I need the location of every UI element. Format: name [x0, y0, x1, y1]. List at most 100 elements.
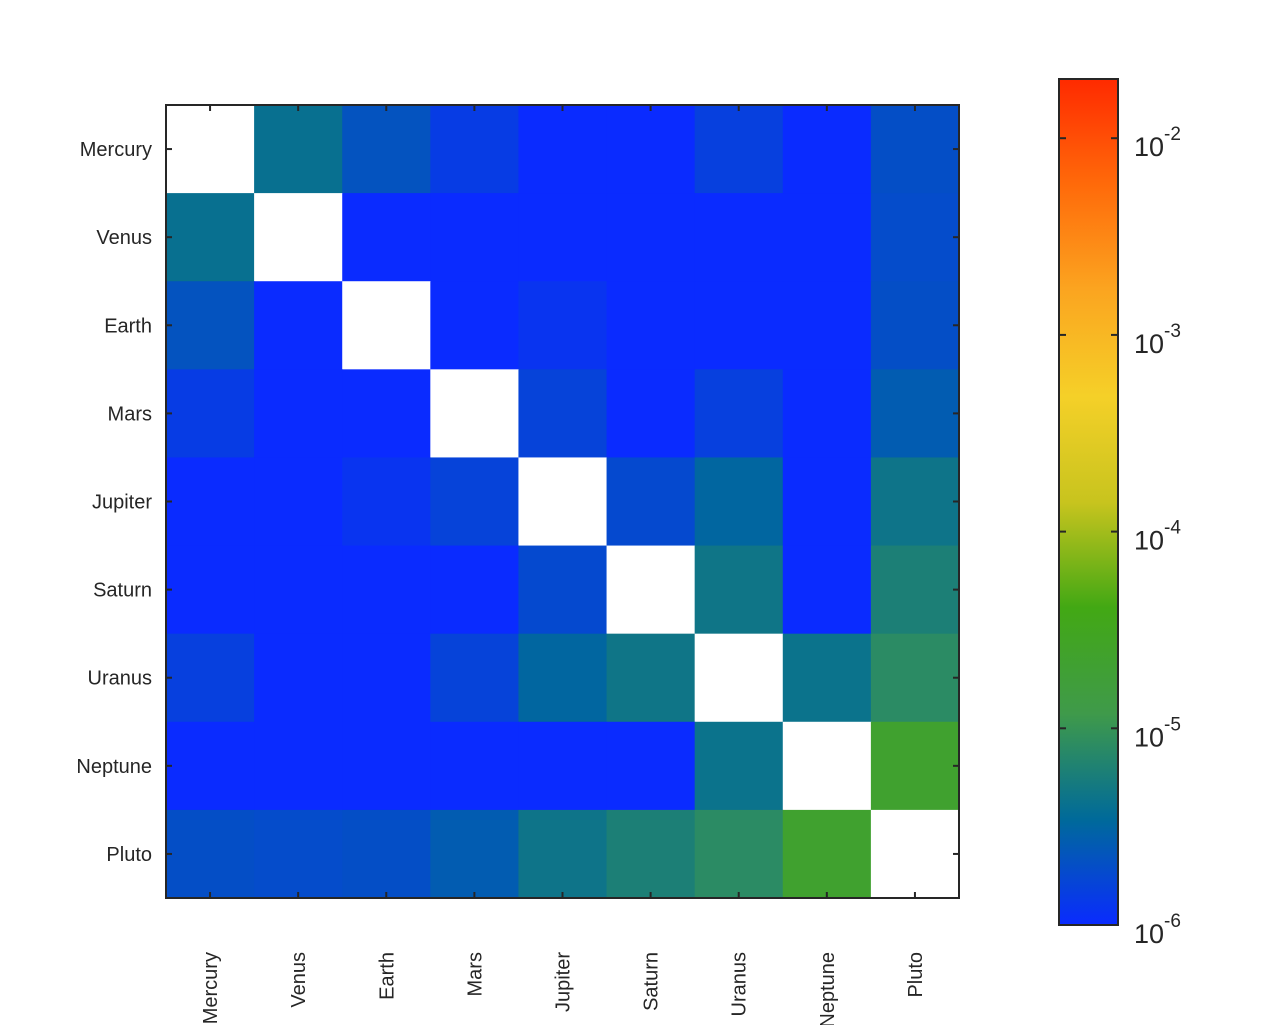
heatmap-cell [694, 369, 784, 459]
heatmap-cell [782, 369, 872, 459]
heatmap-cell [166, 721, 255, 811]
y-tick-label: Uranus [88, 668, 152, 690]
heatmap-cell [254, 281, 343, 370]
heatmap-cell [342, 369, 431, 459]
y-tick-labels: Mercury Venus Earth Mars Jupiter Saturn Uranus… [76, 139, 152, 866]
heatmap-cell [430, 809, 520, 899]
heatmap-cell [342, 809, 431, 899]
heatmap-cell [694, 105, 784, 194]
y-tick-label: Saturn [93, 580, 152, 602]
heatmap-cell [694, 193, 784, 282]
heatmap-cell [782, 809, 872, 899]
heatmap-cell [694, 281, 784, 370]
heatmap-cell [254, 457, 343, 547]
heatmap-cell [782, 281, 872, 370]
heatmap-cell [166, 633, 255, 723]
heatmap-cell [166, 281, 255, 370]
heatmap-cell [606, 369, 696, 459]
colorbar-tick-label: 10 -2 [1134, 124, 1181, 162]
heatmap-cell [518, 545, 608, 635]
x-tick-label: Earth [376, 952, 398, 1000]
heatmap-cell [430, 193, 520, 282]
heatmap-cells [166, 105, 960, 899]
heatmap-cell [166, 369, 255, 459]
heatmap-cell [870, 633, 960, 723]
heatmap-cell [694, 457, 784, 547]
heatmap-cell [518, 721, 608, 811]
y-tick-label: Neptune [76, 756, 152, 778]
heatmap-cell [254, 545, 343, 635]
x-tick-label: Pluto [905, 952, 927, 998]
heatmap-cell [782, 633, 872, 723]
heatmap-cell [606, 105, 696, 194]
heatmap-cell [518, 281, 608, 370]
heatmap-cell [782, 457, 872, 547]
heatmap-cell [518, 457, 608, 547]
y-tick-label: Venus [96, 227, 152, 249]
heatmap-cell [606, 721, 696, 811]
x-tick-label: Mercury [200, 952, 222, 1024]
heatmap-cell [694, 633, 784, 723]
heatmap-cell [342, 193, 431, 282]
heatmap-cell [518, 369, 608, 459]
heatmap-cell [606, 633, 696, 723]
y-tick-label: Jupiter [92, 492, 152, 514]
heatmap-cell [254, 369, 343, 459]
y-tick-label: Earth [104, 315, 152, 337]
heatmap-cell [870, 457, 960, 547]
heatmap-cell [518, 105, 608, 194]
heatmap-cell [782, 105, 872, 194]
heatmap-cell [694, 809, 784, 899]
svg-text:-4: -4 [1164, 518, 1181, 539]
svg-text:-2: -2 [1164, 124, 1181, 145]
svg-text:-5: -5 [1164, 714, 1181, 735]
heatmap-cell [254, 633, 343, 723]
x-tick-label: Venus [288, 952, 310, 1008]
heatmap-cell [166, 105, 255, 194]
heatmap-cell [166, 545, 255, 635]
heatmap-cell [870, 721, 960, 811]
heatmap-cell [782, 545, 872, 635]
heatmap-cell [254, 809, 343, 899]
colorbar-tick-label: 10 -5 [1134, 714, 1181, 752]
colorbar-ticks: 10-610-510-410-310-2 [1059, 124, 1181, 949]
y-tick-label: Mars [108, 403, 152, 425]
x-tick-label: Jupiter [553, 952, 575, 1012]
x-tick-label: Mars [464, 952, 486, 996]
heatmap-cell [606, 457, 696, 547]
axis-ticks [166, 105, 959, 898]
x-tick-label: Saturn [641, 952, 663, 1011]
heatmap-cell [166, 809, 255, 899]
colorbar-tick-label: 10 -4 [1134, 518, 1181, 556]
svg-text:10: 10 [1134, 919, 1164, 949]
heatmap-cell [782, 193, 872, 282]
heatmap-cell [518, 809, 608, 899]
heatmap-cell [430, 105, 520, 194]
heatmap-cell [430, 457, 520, 547]
svg-text:10: 10 [1134, 722, 1164, 752]
colorbar-gradient [1058, 78, 1119, 926]
heatmap-cell [430, 281, 520, 370]
heatmap-cell [518, 193, 608, 282]
heatmap-cell [606, 193, 696, 282]
heatmap-cell [254, 721, 343, 811]
heatmap-cell [870, 105, 960, 194]
heatmap-cell [694, 545, 784, 635]
heatmap-cell [518, 633, 608, 723]
heatmap-cell [342, 457, 431, 547]
heatmap-cell [166, 457, 255, 547]
heatmap-cell [342, 721, 431, 811]
x-tick-label: Uranus [729, 952, 751, 1016]
x-tick-labels: Mercury Venus Earth Mars Jupiter Saturn Uranus… [200, 952, 927, 1025]
colorbar: 10-610-510-410-310-2 [1058, 78, 1181, 949]
heatmap-cell [782, 721, 872, 811]
heatmap-cell [342, 281, 431, 370]
heatmap-cell [430, 369, 520, 459]
svg-text:10: 10 [1134, 526, 1164, 556]
heatmap-cell [254, 105, 343, 194]
heatmap-cell [430, 633, 520, 723]
heatmap-cell [166, 193, 255, 282]
svg-text:-6: -6 [1164, 911, 1181, 932]
heatmap-cell [694, 721, 784, 811]
